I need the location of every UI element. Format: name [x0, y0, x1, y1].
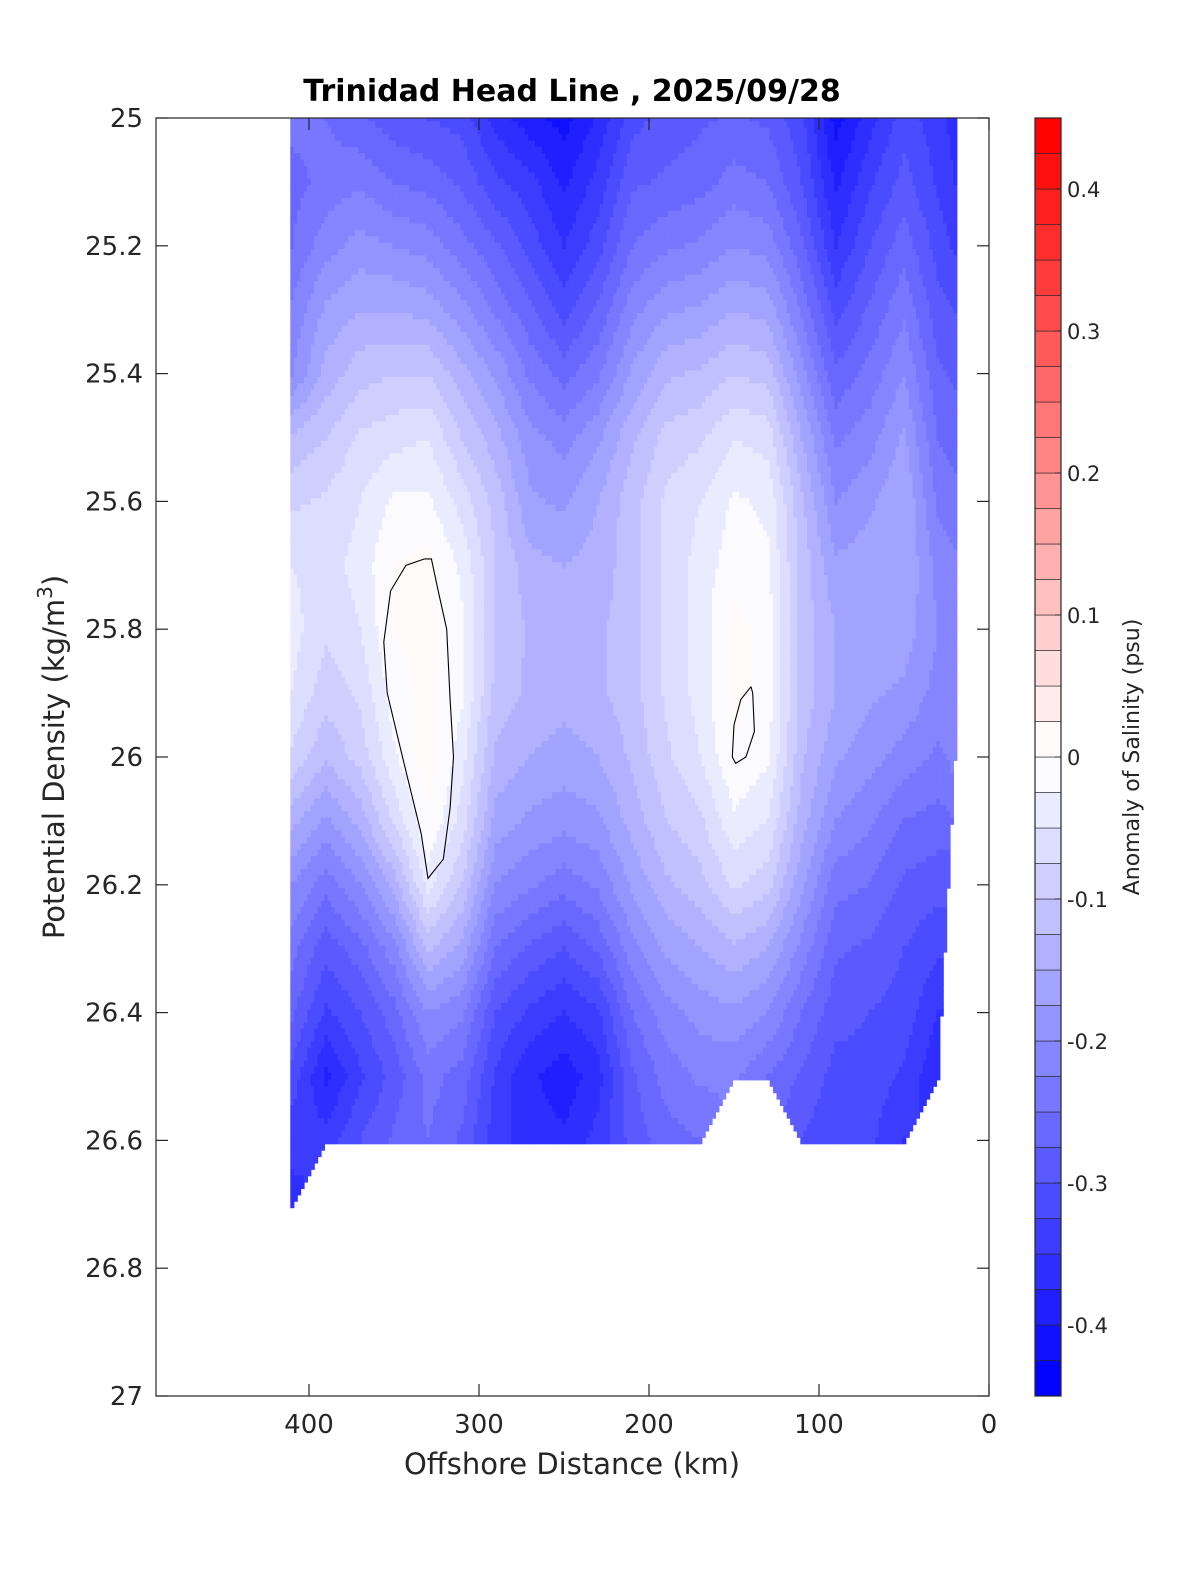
contour-cell [311, 1163, 315, 1170]
chart-title: Trinidad Head Line , 2025/09/28 [303, 74, 840, 109]
contour-cell [301, 1182, 305, 1189]
contour-cell [314, 1156, 318, 1163]
contour-fill-layer [290, 118, 957, 1208]
contour-cell [307, 1169, 311, 1176]
contour-cell [321, 1144, 325, 1151]
contour-cell [304, 1176, 308, 1183]
contour-cell [318, 1150, 322, 1157]
plot-area: 400 300 200 100 0 2525.225.425.625.82626.226… [85, 104, 997, 1440]
contour-cell [290, 1201, 294, 1208]
contour-cell [297, 1188, 301, 1195]
contour-cell [294, 1195, 298, 1202]
